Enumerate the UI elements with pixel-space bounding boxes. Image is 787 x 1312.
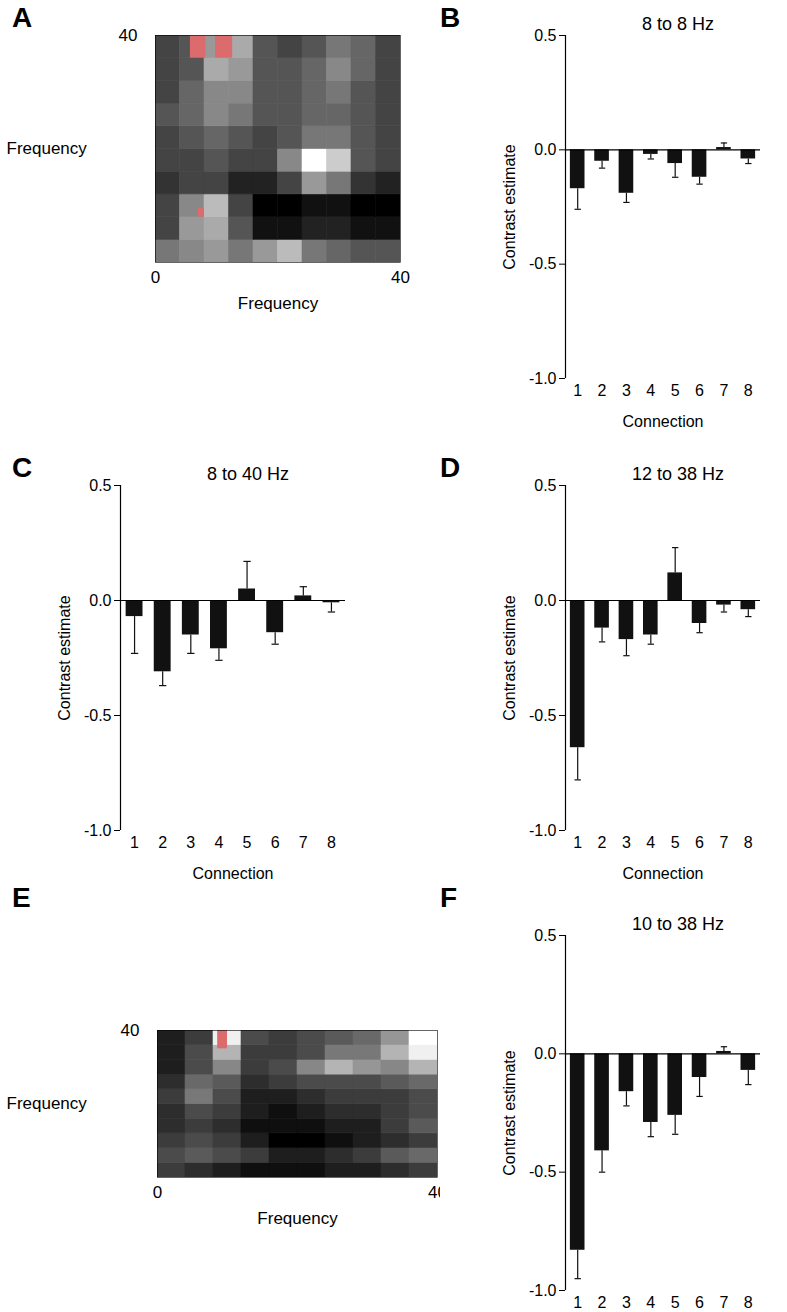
svg-text:8 to 8 Hz: 8 to 8 Hz — [642, 14, 714, 34]
svg-text:5: 5 — [243, 834, 252, 851]
svg-text:40: 40 — [428, 1182, 447, 1202]
svg-text:Connection: Connection — [623, 865, 704, 882]
html-text:F: F — [440, 882, 458, 913]
html-text:E: E — [12, 882, 31, 913]
svg-text:4: 4 — [214, 834, 223, 851]
svg-text:6: 6 — [695, 834, 704, 851]
svg-text:0.5: 0.5 — [89, 477, 111, 494]
svg-text:8: 8 — [744, 382, 753, 399]
svg-text:0.0: 0.0 — [534, 1045, 556, 1062]
svg-text:-1.0: -1.0 — [84, 822, 112, 839]
html-text:B: B — [440, 2, 461, 33]
svg-text:-0.5: -0.5 — [84, 707, 112, 724]
svg-text:1: 1 — [573, 1294, 582, 1311]
svg-text:-0.5: -0.5 — [529, 255, 557, 272]
svg-text:7: 7 — [719, 834, 728, 851]
svg-text:0.5: 0.5 — [534, 27, 556, 44]
html-text:C: C — [12, 452, 33, 483]
svg-text:7: 7 — [719, 382, 728, 399]
svg-text:Connection: Connection — [623, 413, 704, 430]
svg-text:1: 1 — [130, 834, 139, 851]
svg-text:5: 5 — [671, 834, 680, 851]
svg-text:-1.0: -1.0 — [529, 1282, 557, 1299]
svg-text:40: 40 — [391, 268, 410, 287]
svg-text:2: 2 — [598, 382, 607, 399]
svg-text:40: 40 — [121, 1021, 140, 1040]
svg-text:1: 1 — [573, 382, 582, 399]
svg-text:0.5: 0.5 — [534, 477, 556, 494]
svg-text:8 to 40 Hz: 8 to 40 Hz — [207, 464, 289, 484]
svg-text:4: 4 — [646, 834, 655, 851]
svg-text:6: 6 — [695, 1294, 704, 1311]
svg-text:3: 3 — [186, 834, 195, 851]
svg-text:Frequency: Frequency — [238, 294, 319, 313]
svg-text:2: 2 — [158, 834, 167, 851]
svg-text:-0.5: -0.5 — [529, 1163, 557, 1180]
svg-text:40: 40 — [119, 26, 138, 45]
svg-text:12 to 38 Hz: 12 to 38 Hz — [632, 464, 724, 484]
svg-text:Frequency: Frequency — [257, 1209, 338, 1228]
svg-text:10 to 38 Hz: 10 to 38 Hz — [632, 914, 724, 934]
svg-text:-1.0: -1.0 — [529, 370, 557, 387]
svg-text:8: 8 — [744, 1294, 753, 1311]
svg-text:5: 5 — [671, 382, 680, 399]
svg-text:2: 2 — [598, 834, 607, 851]
svg-text:3: 3 — [622, 834, 631, 851]
svg-text:Frequency: Frequency — [7, 1094, 88, 1113]
svg-text:4: 4 — [646, 382, 655, 399]
svg-text:Contrast estimate: Contrast estimate — [501, 1050, 518, 1175]
svg-text:0.0: 0.0 — [534, 141, 556, 158]
svg-text:7: 7 — [719, 1294, 728, 1311]
svg-text:8: 8 — [327, 834, 336, 851]
svg-text:Connection: Connection — [193, 865, 274, 882]
svg-text:5: 5 — [671, 1294, 680, 1311]
svg-text:8: 8 — [744, 834, 753, 851]
svg-text:1: 1 — [573, 834, 582, 851]
svg-text:0.0: 0.0 — [534, 592, 556, 609]
svg-text:Contrast estimate: Contrast estimate — [56, 595, 73, 720]
svg-text:-1.0: -1.0 — [529, 822, 557, 839]
svg-text:Frequency: Frequency — [7, 139, 88, 158]
html-text:A: A — [12, 2, 33, 33]
svg-text:0: 0 — [151, 268, 160, 287]
svg-text:3: 3 — [622, 382, 631, 399]
svg-text:7: 7 — [299, 834, 308, 851]
svg-text:0: 0 — [153, 1183, 162, 1202]
svg-text:2: 2 — [598, 1294, 607, 1311]
svg-text:6: 6 — [695, 382, 704, 399]
svg-text:Contrast estimate: Contrast estimate — [501, 144, 518, 269]
svg-text:-0.5: -0.5 — [529, 707, 557, 724]
html-text:D: D — [440, 452, 461, 483]
svg-text:0.5: 0.5 — [534, 927, 556, 944]
svg-text:6: 6 — [271, 834, 280, 851]
svg-text:4: 4 — [646, 1294, 655, 1311]
svg-text:Contrast estimate: Contrast estimate — [501, 595, 518, 720]
svg-text:3: 3 — [622, 1294, 631, 1311]
svg-text:0.0: 0.0 — [89, 592, 111, 609]
